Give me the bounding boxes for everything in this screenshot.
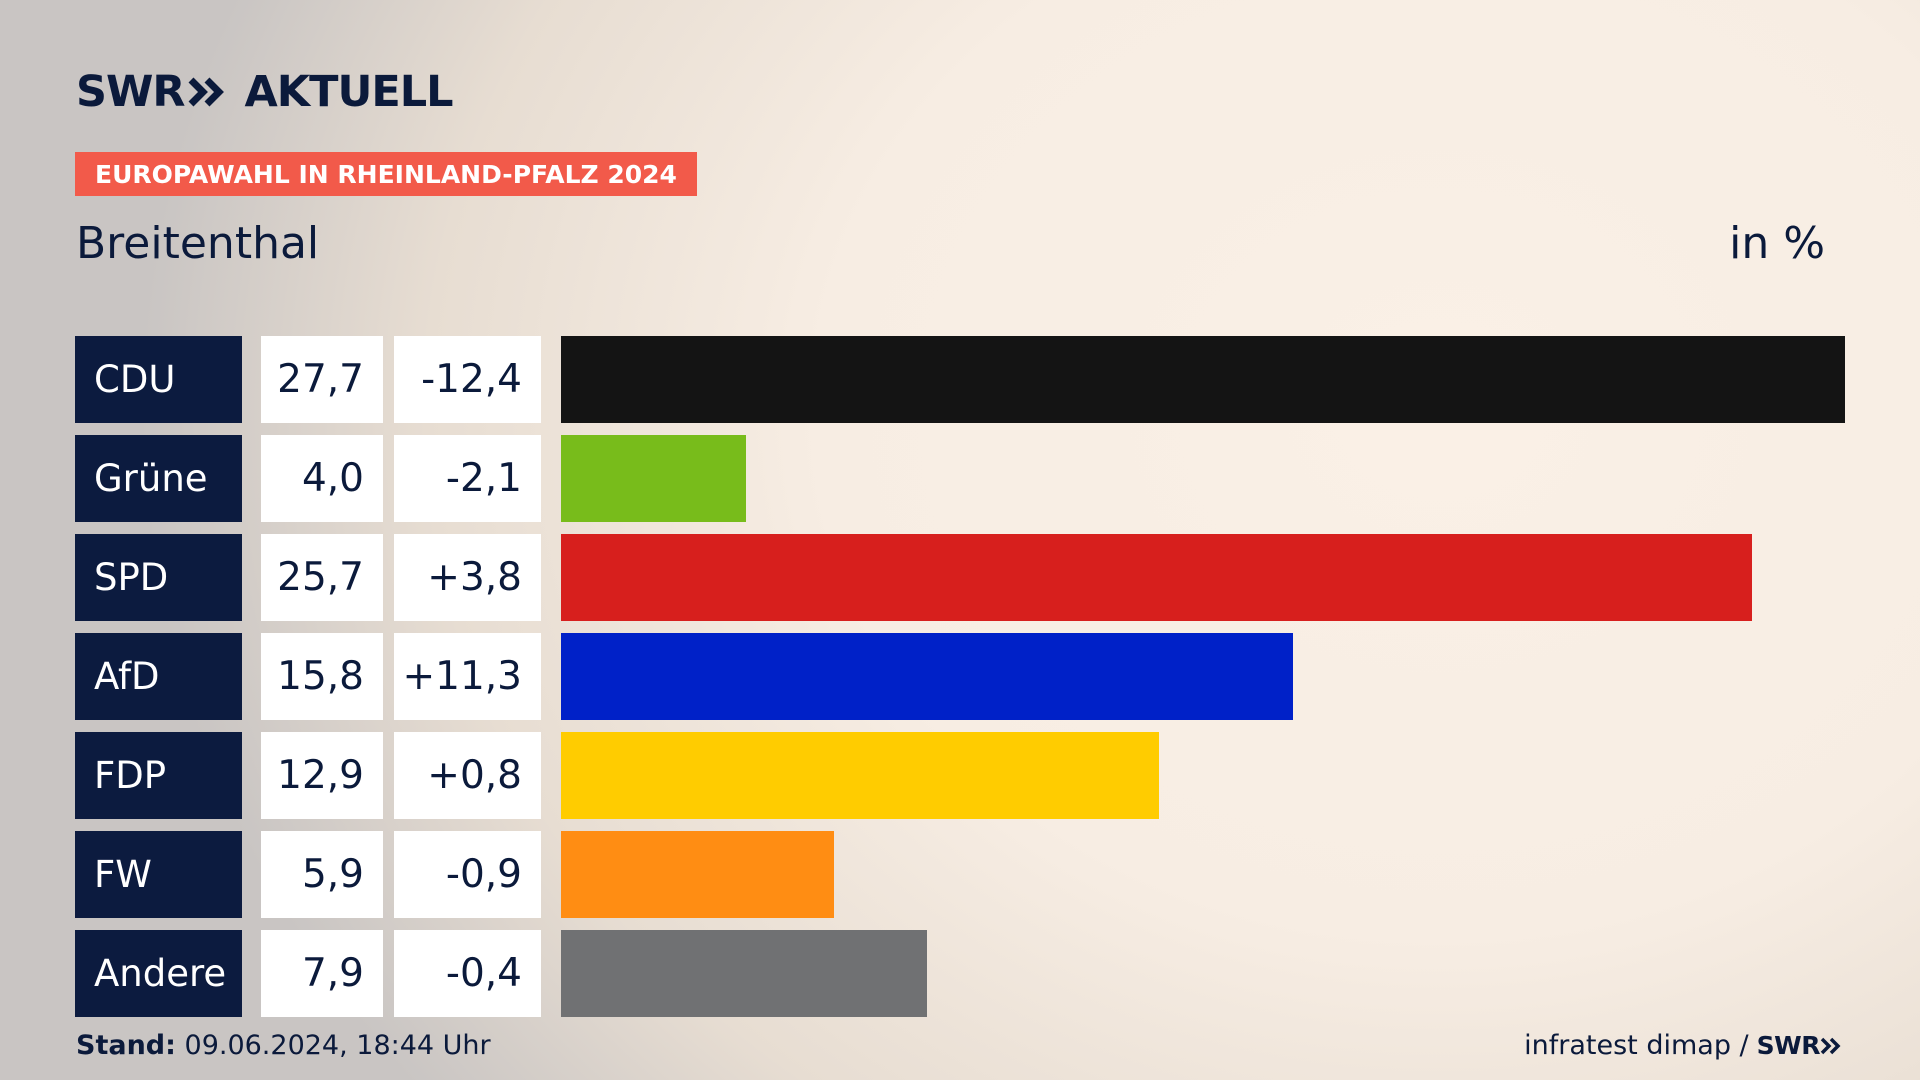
result-bar [561,732,1159,819]
vote-change-value: -0,4 [394,930,541,1017]
vote-share-value: 4,0 [261,435,383,522]
source-text: infratest dimap / [1524,1030,1749,1061]
result-row: FDP 12,9 +0,8 [75,732,1845,819]
party-label: Andere [75,930,242,1017]
result-row: CDU 27,7 -12,4 [75,336,1845,423]
vote-change-value: +0,8 [394,732,541,819]
party-label: Grüne [75,435,242,522]
result-bar [561,930,927,1017]
location-title: Breitenthal [76,218,320,269]
vote-share-value: 5,9 [261,831,383,918]
logo-swr-text: SWR [76,67,186,117]
vote-share-value: 25,7 [261,534,383,621]
vote-share-value: 7,9 [261,930,383,1017]
double-chevron-icon [188,77,224,107]
timestamp: Stand: 09.06.2024, 18:44 Uhr [76,1030,491,1061]
footer-swr-logo: SWR [1756,1031,1821,1060]
vote-change-value: -0,9 [394,831,541,918]
result-bar [561,534,1752,621]
source-credit: infratest dimap / SWR [1524,1030,1844,1061]
vote-change-value: -12,4 [394,336,541,423]
result-row: FW 5,9 -0,9 [75,831,1845,918]
vote-change-value: +3,8 [394,534,541,621]
result-bar [561,831,834,918]
swr-aktuell-logo: SWR AKTUELL [76,66,454,118]
result-row: Andere 7,9 -0,4 [75,930,1845,1017]
election-badge: EUROPAWAHL IN RHEINLAND-PFALZ 2024 [75,152,697,196]
result-row: AfD 15,8 +11,3 [75,633,1845,720]
party-label: SPD [75,534,242,621]
logo-aktuell-text: AKTUELL [244,67,454,117]
vote-share-value: 15,8 [261,633,383,720]
footer-chevron-icon [1820,1037,1841,1054]
vote-change-value: +11,3 [394,633,541,720]
vote-share-value: 12,9 [261,732,383,819]
stand-value: 09.06.2024, 18:44 Uhr [184,1030,491,1061]
result-bar [561,633,1293,720]
result-bar [561,336,1845,423]
result-bar [561,435,746,522]
party-label: FDP [75,732,242,819]
vote-change-value: -2,1 [394,435,541,522]
stand-label: Stand: [76,1030,176,1061]
party-label: FW [75,831,242,918]
party-label: AfD [75,633,242,720]
party-label: CDU [75,336,242,423]
result-row: Grüne 4,0 -2,1 [75,435,1845,522]
result-row: SPD 25,7 +3,8 [75,534,1845,621]
vote-share-value: 27,7 [261,336,383,423]
unit-label: in % [1729,218,1825,269]
